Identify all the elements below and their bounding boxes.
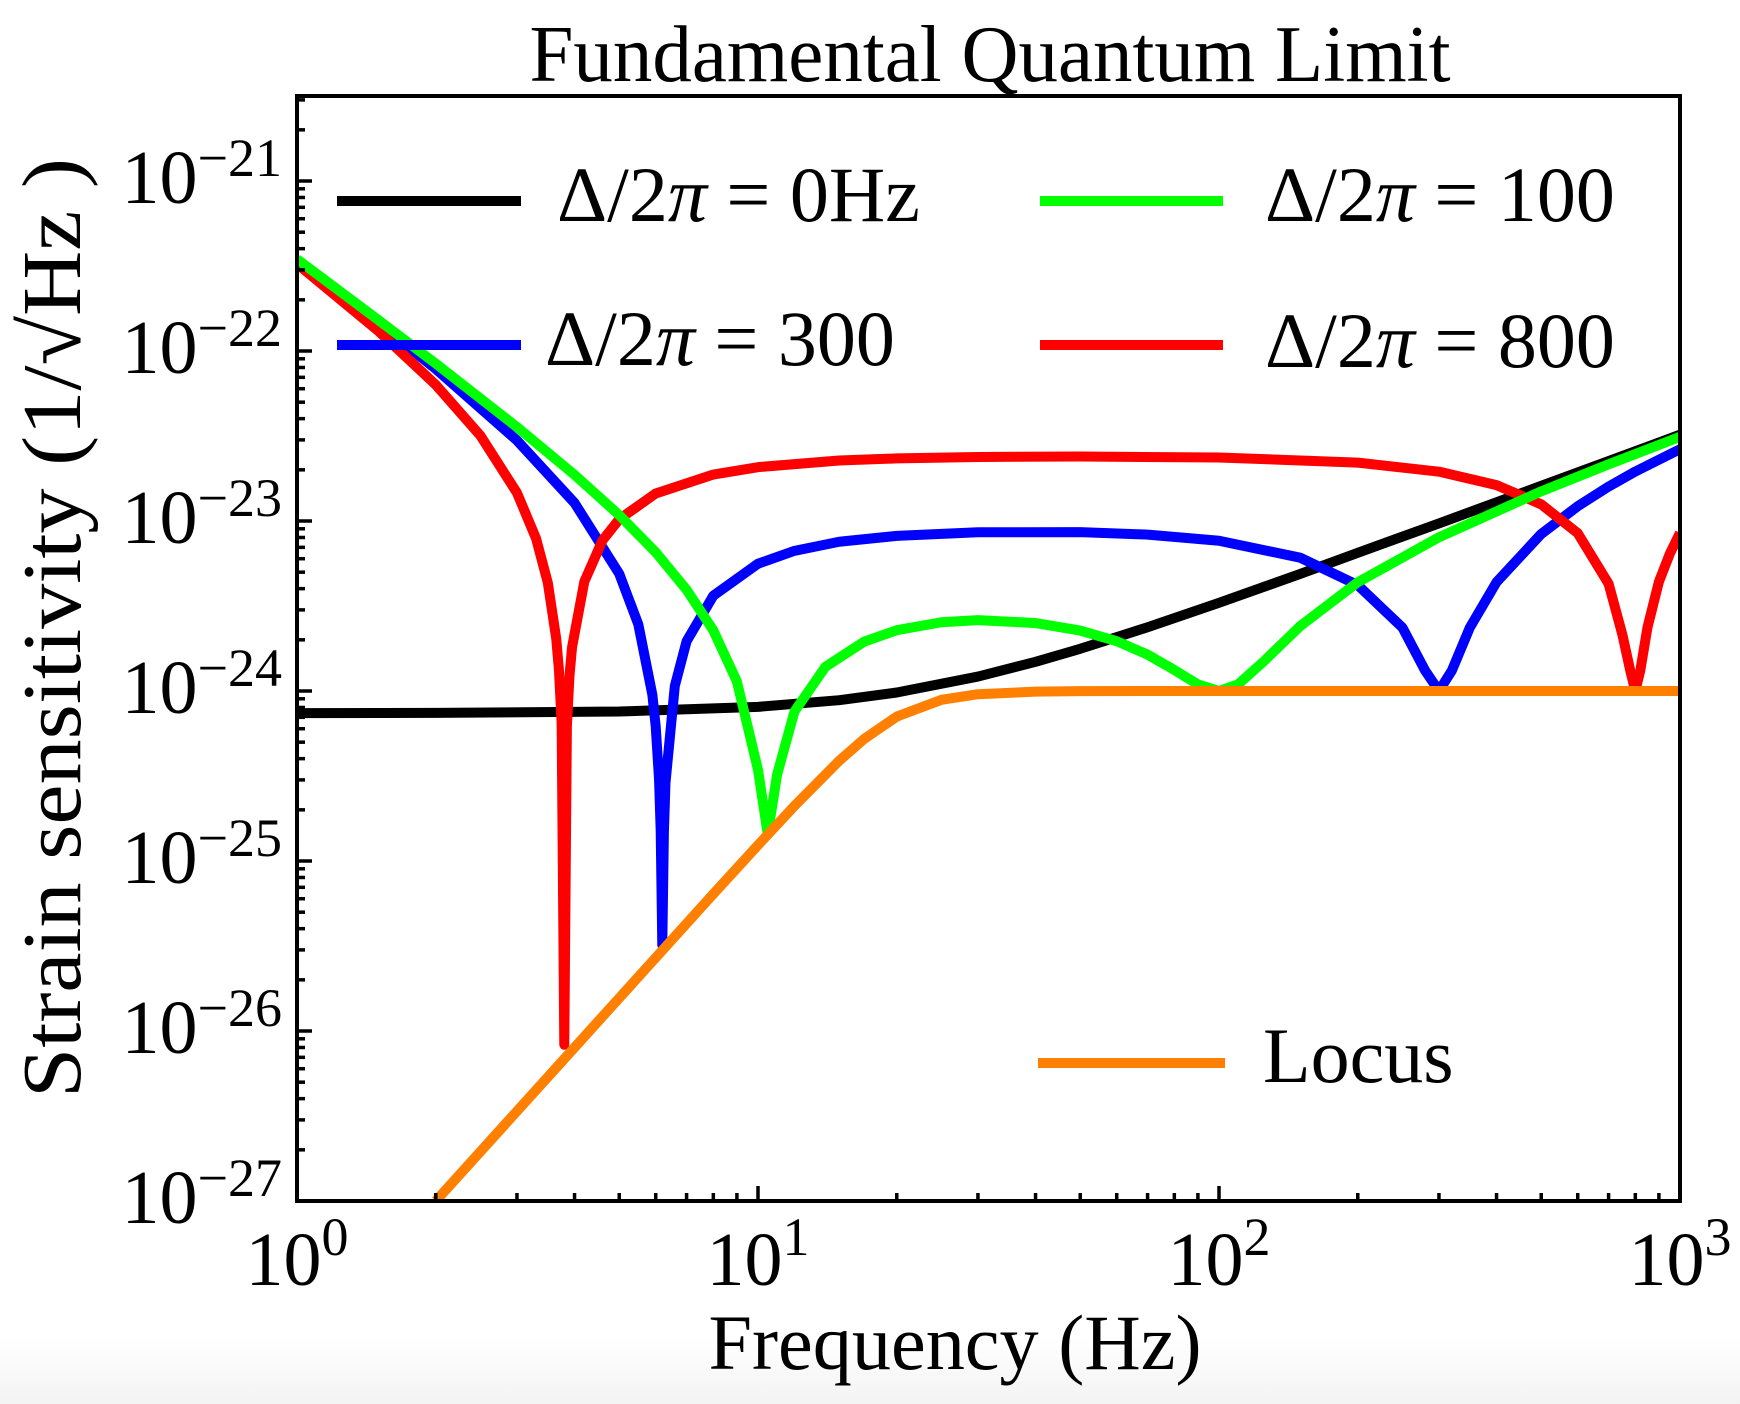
- legend-label-part: = 300: [695, 295, 895, 382]
- series-line-delta-0: [297, 430, 1680, 719]
- y-tick-label-base: 10: [122, 306, 198, 390]
- legend-item-delta-100: Δ/2π = 100: [1040, 151, 1615, 238]
- y-tick-label: 10−21: [122, 128, 282, 220]
- legend-label-part: = 0Hz: [707, 151, 920, 238]
- legend: Δ/2π = 0Hz Δ/2π = 100 Δ/2π = 300 Δ/2π = …: [337, 151, 1615, 1099]
- legend-label-part: Δ/2: [545, 295, 656, 382]
- legend-label-pi: π: [1376, 297, 1417, 384]
- x-tick-label-exponent: 2: [1244, 1207, 1271, 1267]
- plot-frame: [295, 94, 1682, 1203]
- legend-label: Locus: [1263, 1012, 1454, 1099]
- x-tick-label-exponent: 0: [322, 1207, 349, 1267]
- y-tick-label-exponent: −23: [198, 468, 282, 528]
- y-tick-label-exponent: −21: [198, 128, 282, 188]
- y-tick-label-exponent: −22: [198, 298, 282, 358]
- x-tick-label-exponent: 1: [783, 1207, 810, 1267]
- y-tick-label-exponent: −27: [198, 1148, 282, 1208]
- legend-item-delta-0: Δ/2π = 0Hz: [337, 151, 920, 238]
- y-tick-label: 10−27: [122, 1148, 282, 1240]
- legend-label: Δ/2π = 0Hz: [557, 151, 920, 238]
- y-tick-label: 10−23: [122, 468, 282, 560]
- legend-item-delta-300: Δ/2π = 300: [337, 295, 895, 382]
- legend-label: Δ/2π = 100: [1265, 151, 1615, 238]
- chart-title: Fundamental Quantum Limit: [530, 11, 1451, 99]
- series-line-delta-300: [297, 256, 1680, 951]
- legend-label-pi: π: [656, 295, 697, 382]
- y-tick-label: 10−26: [122, 978, 282, 1070]
- legend-label-part: Δ/2: [1265, 297, 1376, 384]
- legend-label: Δ/2π = 300: [545, 295, 895, 382]
- y-tick-label-base: 10: [122, 986, 198, 1070]
- x-tick-label-base: 10: [707, 1218, 783, 1302]
- legend-label-pi: π: [668, 151, 709, 238]
- y-tick-label-exponent: −25: [198, 808, 282, 868]
- x-axis-label: Frequency (Hz): [709, 1299, 1202, 1386]
- legend-label-pi: π: [1376, 151, 1417, 238]
- x-tick-label-base: 10: [1168, 1218, 1244, 1302]
- series-line-locus: [432, 686, 1680, 1201]
- plot-series: [297, 255, 1680, 1201]
- y-tick-label-base: 10: [122, 1156, 198, 1240]
- y-tick-label-base: 10: [122, 136, 198, 220]
- y-tick-label-base: 10: [122, 816, 198, 900]
- y-tick-label: 10−25: [122, 808, 282, 900]
- series-line-delta-100: [297, 255, 1680, 840]
- legend-item-locus: Locus: [1038, 1012, 1454, 1099]
- y-tick-label-exponent: −26: [198, 978, 282, 1038]
- x-tick-label-base: 10: [246, 1218, 322, 1302]
- legend-item-delta-800: Δ/2π = 800: [1040, 297, 1615, 384]
- legend-label-part: = 800: [1415, 297, 1615, 384]
- y-tick-label: 10−22: [122, 298, 282, 390]
- x-tick-label: 103: [1629, 1207, 1732, 1302]
- x-tick-label-base: 10: [1629, 1218, 1705, 1302]
- y-tick-label-base: 10: [122, 476, 198, 560]
- series-line-delta-800: [297, 259, 1680, 1050]
- legend-label: Δ/2π = 800: [1265, 297, 1615, 384]
- y-tick-label-base: 10: [122, 646, 198, 730]
- x-tick-label: 100: [246, 1207, 349, 1302]
- legend-label-part: = 100: [1415, 151, 1615, 238]
- x-tick-label: 101: [707, 1207, 810, 1302]
- x-tick-label: 102: [1168, 1207, 1271, 1302]
- legend-label-part: Δ/2: [1265, 151, 1376, 238]
- bottom-fade: [0, 1338, 1740, 1404]
- y-tick-label-exponent: −24: [198, 638, 282, 698]
- y-axis-label: Strain sensitivity (1/√Hz ): [6, 158, 99, 1098]
- legend-label-part: Δ/2: [557, 151, 668, 238]
- y-tick-label: 10−24: [122, 638, 282, 730]
- x-tick-labels: 100 101 102 103: [246, 1207, 1732, 1302]
- x-tick-label-exponent: 3: [1705, 1207, 1732, 1267]
